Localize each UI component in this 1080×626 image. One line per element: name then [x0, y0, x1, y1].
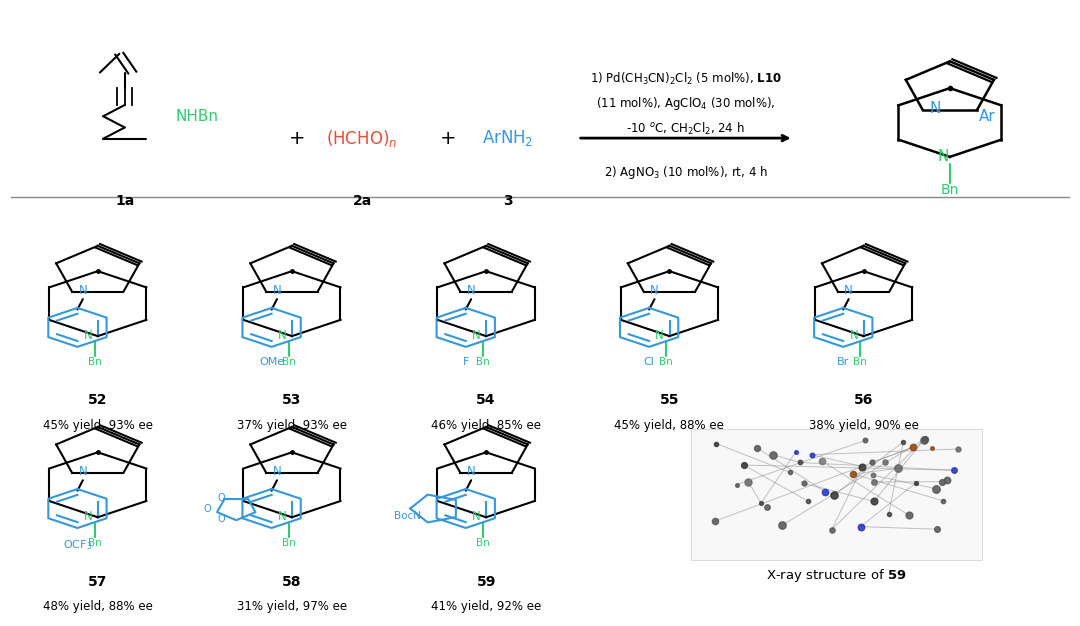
Text: 55: 55 — [660, 394, 679, 408]
Text: Bn: Bn — [476, 357, 489, 367]
Text: 57: 57 — [89, 575, 107, 588]
Text: +: + — [440, 128, 457, 148]
Text: 52: 52 — [87, 394, 108, 408]
Text: N: N — [79, 465, 87, 478]
Text: N: N — [656, 329, 664, 342]
Text: N: N — [272, 284, 282, 297]
Text: 48% yield, 88% ee: 48% yield, 88% ee — [43, 600, 152, 613]
Text: 59: 59 — [476, 575, 496, 588]
Text: 54: 54 — [476, 394, 496, 408]
Text: 2a: 2a — [352, 193, 372, 208]
Text: Bn: Bn — [941, 183, 959, 197]
Text: OMe: OMe — [259, 357, 284, 367]
Text: 45% yield, 88% ee: 45% yield, 88% ee — [615, 419, 725, 432]
Text: (11 mol%), AgClO$_4$ (30 mol%),: (11 mol%), AgClO$_4$ (30 mol%), — [596, 95, 775, 112]
Text: N: N — [472, 329, 481, 342]
Text: N: N — [472, 510, 481, 523]
Text: OCF$_3$: OCF$_3$ — [63, 538, 92, 552]
Text: O: O — [217, 493, 225, 503]
Text: O: O — [217, 514, 225, 524]
Text: 2) AgNO$_3$ (10 mol%), rt, 4 h: 2) AgNO$_3$ (10 mol%), rt, 4 h — [604, 164, 768, 181]
Text: NHBn: NHBn — [176, 110, 218, 125]
Text: N: N — [467, 465, 475, 478]
Text: Bn: Bn — [87, 538, 102, 548]
Text: Bn: Bn — [282, 538, 296, 548]
Text: (HCHO)$_n$: (HCHO)$_n$ — [326, 128, 397, 148]
Text: Cl: Cl — [644, 357, 654, 367]
Text: N: N — [930, 101, 942, 116]
Text: 1) Pd(CH$_3$CN)$_2$Cl$_2$ (5 mol%), $\mathbf{L10}$: 1) Pd(CH$_3$CN)$_2$Cl$_2$ (5 mol%), $\ma… — [590, 71, 782, 87]
Text: Bn: Bn — [87, 357, 102, 367]
Text: 37% yield, 93% ee: 37% yield, 93% ee — [237, 419, 347, 432]
Text: X-ray structure of $\mathbf{59}$: X-ray structure of $\mathbf{59}$ — [767, 567, 907, 584]
Text: N: N — [272, 465, 282, 478]
Text: N: N — [79, 284, 87, 297]
Text: 38% yield, 90% ee: 38% yield, 90% ee — [809, 419, 918, 432]
Text: 41% yield, 92% ee: 41% yield, 92% ee — [431, 600, 541, 613]
Text: Bn: Bn — [853, 357, 867, 367]
Text: O: O — [204, 503, 212, 513]
Text: N: N — [850, 329, 859, 342]
Text: 45% yield, 93% ee: 45% yield, 93% ee — [43, 419, 152, 432]
Text: Br: Br — [837, 357, 849, 367]
Text: Bn: Bn — [282, 357, 296, 367]
Text: 53: 53 — [282, 394, 301, 408]
Text: 1a: 1a — [116, 193, 134, 208]
Text: F: F — [462, 357, 469, 367]
Text: N: N — [845, 284, 853, 297]
Text: N: N — [650, 284, 659, 297]
Text: -10 $^o$C, CH$_2$Cl$_2$, 24 h: -10 $^o$C, CH$_2$Cl$_2$, 24 h — [626, 121, 745, 137]
Text: N: N — [83, 510, 93, 523]
Text: 56: 56 — [854, 394, 874, 408]
Text: ArNH$_2$: ArNH$_2$ — [482, 128, 534, 148]
Text: 46% yield, 85% ee: 46% yield, 85% ee — [431, 419, 541, 432]
Text: 58: 58 — [282, 575, 301, 588]
Text: N: N — [278, 510, 286, 523]
Text: Bn: Bn — [476, 538, 489, 548]
FancyBboxPatch shape — [691, 429, 982, 560]
Text: N: N — [937, 150, 949, 165]
Text: N: N — [467, 284, 475, 297]
Text: Bn: Bn — [659, 357, 673, 367]
Text: N: N — [83, 329, 93, 342]
Text: 3: 3 — [503, 193, 512, 208]
Text: N: N — [278, 329, 286, 342]
Text: +: + — [289, 128, 306, 148]
Text: Ar: Ar — [978, 108, 996, 123]
Text: BocN: BocN — [394, 511, 421, 521]
Text: 31% yield, 97% ee: 31% yield, 97% ee — [237, 600, 347, 613]
